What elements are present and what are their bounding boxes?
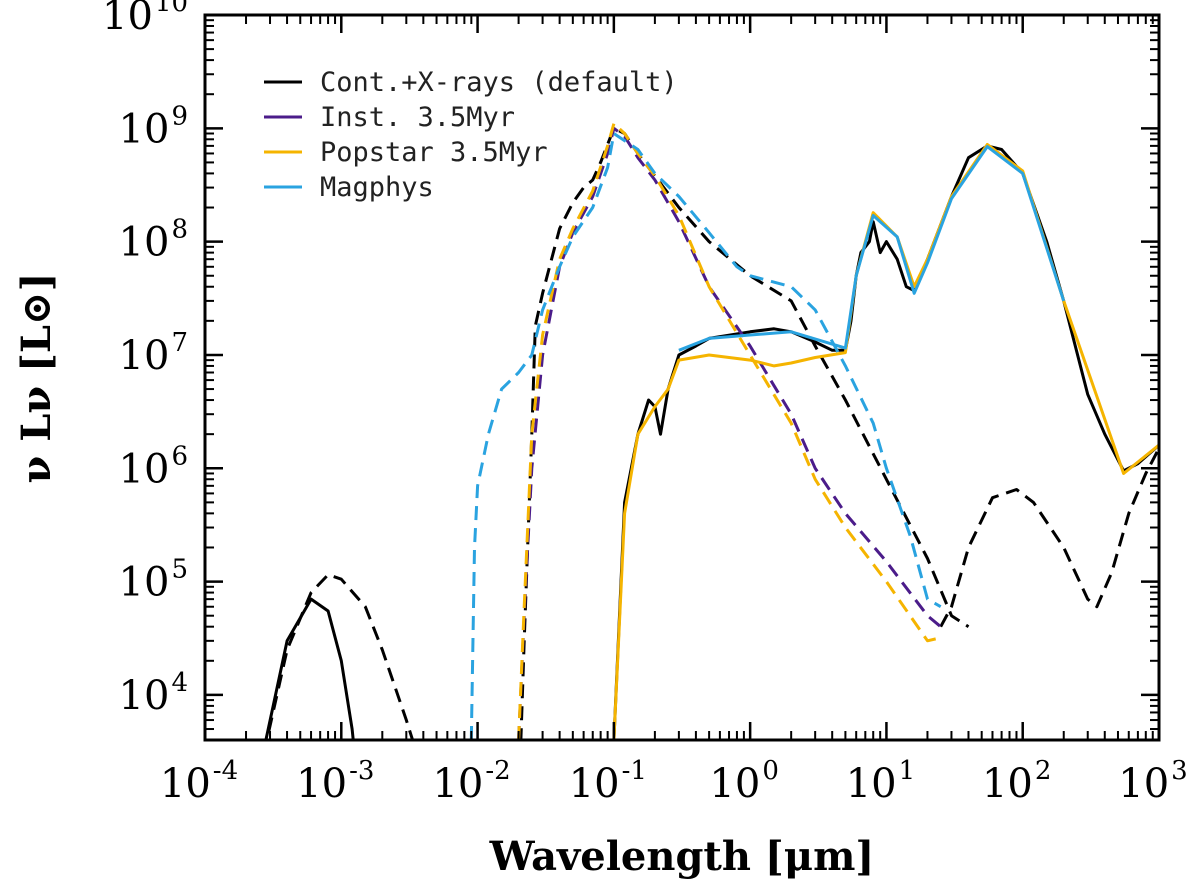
x-tick-label: 10-1 [569, 756, 647, 807]
series-line-magphys [469, 132, 942, 740]
series-line-popstar-3-5myr-dust [612, 143, 1159, 740]
y-tick-label: 105 [119, 555, 188, 606]
series-line-cont-x-rays-default-x-ray-hump [264, 597, 355, 740]
x-tick-label: 10-2 [432, 756, 510, 807]
series-layer [264, 122, 1159, 740]
ticks-layer [203, 13, 1161, 741]
plot-frame [203, 13, 1161, 742]
series-line-cont-x-rays-default-stellar [265, 573, 415, 740]
tick-labels-layer: 10-4 10-3 10-2 10-1 100 101 102 103 104 105 106 107… [102, 0, 1188, 807]
y-tick-label: 1010 [102, 0, 188, 39]
legend-item-cont-x-rays-default: Cont.+X-rays (default) [264, 67, 678, 98]
series-line-popstar-3-5myr [517, 122, 942, 740]
legend-item-magphys: Magphys [264, 172, 434, 203]
x-tick-label: 100 [709, 756, 778, 807]
legend-item-inst-3-5myr: Inst. 3.5Myr [264, 102, 515, 133]
x-tick-label: 101 [846, 756, 915, 807]
y-axis-title: ν Lν [L⊙] [13, 273, 60, 484]
series-line-cont-x-rays-default-total [612, 144, 1159, 740]
x-tick-label: 102 [982, 756, 1051, 807]
legend-label: Magphys [320, 172, 434, 203]
series-line-cont-x-rays-default-stellar-uv [519, 126, 970, 740]
y-tick-label: 109 [119, 101, 188, 152]
legend-item-popstar-3-5myr: Popstar 3.5Myr [264, 137, 548, 168]
legend-label: Inst. 3.5Myr [320, 102, 515, 133]
y-tick-label: 104 [119, 668, 188, 719]
x-tick-label: 10-4 [160, 756, 238, 807]
y-tick-label: 107 [119, 328, 188, 379]
legend-label: Popstar 3.5Myr [320, 137, 548, 168]
y-tick-label: 108 [119, 215, 188, 266]
series-line-cont-x-rays-default-dust [939, 447, 1159, 628]
x-tick-label: 10-3 [296, 756, 374, 807]
x-axis-title: Wavelength [μm] [489, 833, 875, 880]
series-line-inst-3-5myr [517, 126, 942, 740]
legend: Cont.+X-rays (default) Inst. 3.5Myr Popsta… [264, 67, 678, 203]
series-line-magphys-dust [678, 145, 1066, 352]
x-tick-label: 103 [1118, 756, 1187, 807]
legend-label: Cont.+X-rays (default) [320, 67, 678, 98]
y-tick-label: 106 [119, 441, 188, 492]
